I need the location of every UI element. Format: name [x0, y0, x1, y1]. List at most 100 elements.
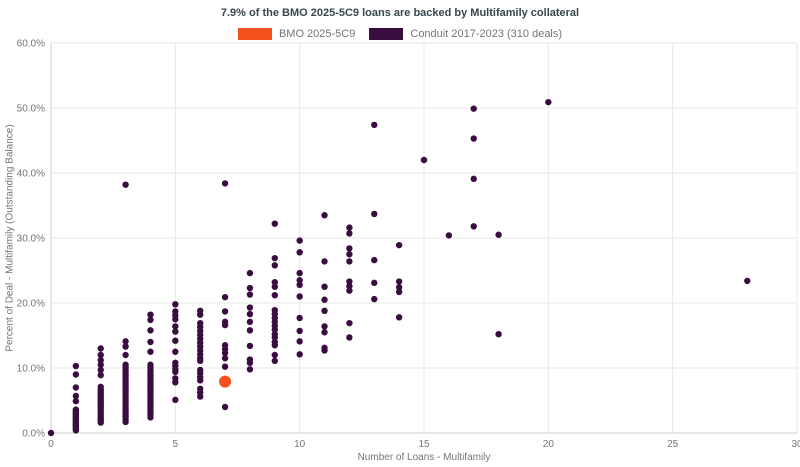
conduit-data-point[interactable]: [296, 269, 303, 277]
conduit-data-point[interactable]: [172, 368, 179, 376]
conduit-data-point[interactable]: [246, 342, 254, 350]
conduit-data-point[interactable]: [221, 293, 229, 301]
conduit-data-point[interactable]: [246, 284, 254, 292]
conduit-data-point[interactable]: [246, 327, 254, 334]
conduit-data-point[interactable]: [197, 311, 204, 318]
conduit-data-point[interactable]: [246, 359, 254, 366]
conduit-data-point[interactable]: [172, 337, 179, 344]
conduit-data-point[interactable]: [97, 351, 104, 359]
conduit-data-point[interactable]: [147, 348, 154, 355]
conduit-data-point[interactable]: [172, 323, 179, 330]
conduit-data-point[interactable]: [271, 292, 278, 299]
legend-item-bmo[interactable]: BMO 2025-5C9: [237, 28, 355, 40]
conduit-data-point[interactable]: [147, 327, 154, 334]
conduit-data-point[interactable]: [246, 269, 254, 277]
conduit-data-point[interactable]: [470, 175, 477, 183]
conduit-data-point[interactable]: [470, 135, 477, 142]
conduit-data-point[interactable]: [72, 384, 80, 391]
conduit-data-point[interactable]: [395, 241, 403, 249]
conduit-data-point[interactable]: [744, 277, 751, 285]
conduit-data-point[interactable]: [197, 393, 204, 400]
conduit-data-point[interactable]: [172, 348, 179, 355]
conduit-data-point[interactable]: [271, 254, 278, 262]
conduit-data-point[interactable]: [321, 212, 328, 219]
conduit-data-point[interactable]: [97, 345, 104, 352]
conduit-data-point[interactable]: [346, 230, 353, 237]
conduit-data-point[interactable]: [395, 314, 403, 321]
conduit-data-point[interactable]: [221, 403, 229, 411]
conduit-data-point[interactable]: [197, 377, 204, 384]
conduit-data-point[interactable]: [122, 343, 129, 350]
conduit-data-point[interactable]: [346, 278, 353, 285]
conduit-data-point[interactable]: [122, 338, 129, 345]
conduit-data-point[interactable]: [147, 414, 154, 421]
conduit-data-point[interactable]: [321, 329, 328, 336]
conduit-data-point[interactable]: [296, 338, 303, 345]
conduit-data-point[interactable]: [271, 220, 278, 227]
conduit-data-point[interactable]: [395, 284, 403, 291]
conduit-data-point[interactable]: [296, 327, 303, 335]
conduit-data-point[interactable]: [371, 121, 378, 129]
conduit-data-point[interactable]: [395, 288, 403, 296]
conduit-data-point[interactable]: [147, 316, 154, 324]
conduit-data-point[interactable]: [296, 281, 303, 288]
conduit-data-point[interactable]: [246, 310, 254, 318]
conduit-data-point[interactable]: [420, 156, 428, 164]
conduit-data-point[interactable]: [246, 318, 254, 326]
conduit-data-point[interactable]: [296, 277, 303, 284]
conduit-data-point[interactable]: [147, 338, 154, 346]
conduit-data-point[interactable]: [221, 355, 229, 362]
conduit-data-point[interactable]: [296, 351, 303, 358]
conduit-data-point[interactable]: [221, 321, 229, 329]
conduit-data-point[interactable]: [246, 304, 254, 311]
conduit-data-point[interactable]: [97, 371, 104, 379]
conduit-data-point[interactable]: [97, 366, 104, 374]
conduit-data-point[interactable]: [371, 279, 378, 287]
conduit-data-point[interactable]: [72, 362, 80, 370]
conduit-data-point[interactable]: [371, 210, 378, 218]
conduit-data-point[interactable]: [221, 308, 229, 315]
conduit-data-point[interactable]: [346, 334, 353, 341]
conduit-data-point[interactable]: [271, 279, 278, 286]
conduit-data-point[interactable]: [221, 180, 229, 187]
conduit-data-point[interactable]: [122, 351, 129, 359]
conduit-data-point[interactable]: [172, 379, 179, 386]
conduit-data-point[interactable]: [395, 278, 403, 285]
conduit-data-point[interactable]: [346, 245, 353, 252]
conduit-data-point[interactable]: [72, 427, 80, 434]
conduit-data-point[interactable]: [321, 283, 328, 290]
conduit-data-point[interactable]: [47, 429, 55, 437]
conduit-data-point[interactable]: [172, 301, 179, 308]
conduit-data-point[interactable]: [97, 357, 104, 364]
conduit-data-point[interactable]: [346, 319, 353, 327]
conduit-data-point[interactable]: [271, 326, 278, 333]
conduit-data-point[interactable]: [271, 357, 278, 365]
conduit-data-point[interactable]: [246, 291, 254, 298]
conduit-data-point[interactable]: [72, 397, 80, 405]
conduit-data-point[interactable]: [321, 347, 328, 354]
legend-item-conduit[interactable]: Conduit 2017-2023 (310 deals): [369, 28, 562, 40]
conduit-data-point[interactable]: [271, 334, 278, 341]
conduit-data-point[interactable]: [246, 366, 254, 373]
bmo-data-point[interactable]: [219, 375, 232, 388]
conduit-data-point[interactable]: [72, 392, 80, 400]
conduit-data-point[interactable]: [197, 357, 204, 365]
conduit-data-point[interactable]: [371, 295, 378, 303]
conduit-data-point[interactable]: [470, 223, 477, 230]
conduit-data-point[interactable]: [495, 231, 502, 238]
conduit-data-point[interactable]: [495, 331, 502, 338]
conduit-data-point[interactable]: [221, 349, 229, 357]
conduit-data-point[interactable]: [346, 287, 353, 294]
conduit-data-point[interactable]: [321, 323, 328, 330]
conduit-data-point[interactable]: [296, 237, 303, 244]
conduit-data-point[interactable]: [321, 307, 328, 314]
conduit-data-point[interactable]: [172, 396, 179, 404]
conduit-data-point[interactable]: [221, 363, 229, 370]
conduit-data-point[interactable]: [271, 283, 278, 290]
conduit-data-point[interactable]: [172, 316, 179, 323]
conduit-data-point[interactable]: [346, 258, 353, 265]
conduit-data-point[interactable]: [147, 311, 154, 318]
conduit-data-point[interactable]: [296, 314, 303, 322]
conduit-data-point[interactable]: [346, 282, 353, 290]
conduit-data-point[interactable]: [296, 249, 303, 256]
